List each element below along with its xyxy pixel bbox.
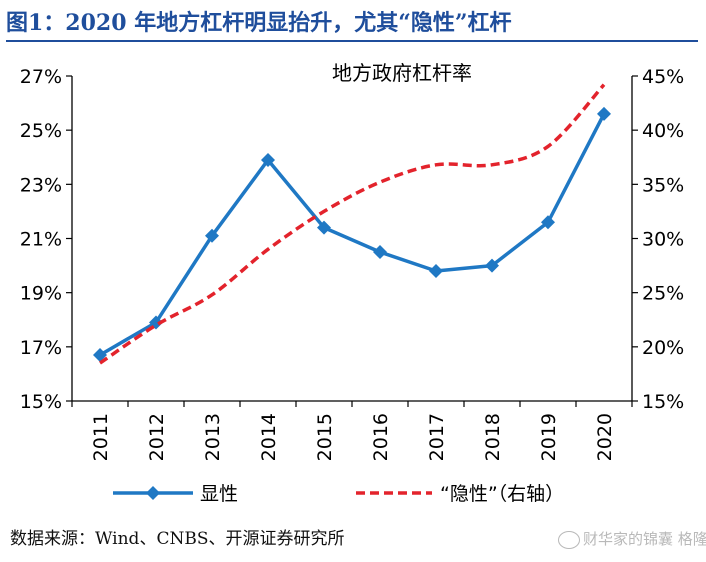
right-tick-label: 20%	[642, 337, 684, 359]
data-point-diamond	[429, 264, 443, 278]
right-tick-label: 45%	[642, 66, 684, 88]
line-chart: 地方政府杠杆率 15% 17% 19% 21% 23% 25% 27% 15% 20% 25% 30…	[20, 61, 684, 505]
left-tick-label: 15%	[20, 391, 62, 413]
data-point-diamond	[485, 258, 499, 273]
right-tick-label: 40%	[642, 120, 684, 142]
data-point-diamond	[597, 106, 611, 121]
x-tick-label: 2011	[90, 413, 112, 461]
legend-label-hidden: “隐性”（右轴）	[440, 483, 564, 505]
watermark-text: 财华家的锦囊 格隆汇	[583, 530, 706, 548]
right-tick-label: 25%	[642, 283, 684, 305]
data-point-diamond	[261, 152, 275, 167]
data-point-diamond	[205, 228, 219, 243]
x-tick-label: 2015	[314, 413, 336, 461]
left-tick-label: 19%	[20, 283, 62, 305]
x-tick-label: 2012	[146, 413, 168, 461]
x-tick-label: 2013	[202, 413, 224, 461]
left-tick-label: 27%	[20, 66, 62, 88]
axes: 15% 17% 19% 21% 23% 25% 27% 15% 20% 25% 30% 35% 40% 4…	[20, 66, 684, 461]
left-tick-label: 21%	[20, 229, 62, 251]
watermark: 财华家的锦囊 格隆汇	[558, 522, 706, 556]
source-note: 数据来源：Wind、CNBS、开源证券研究所	[10, 529, 345, 549]
wechat-icon	[558, 530, 580, 549]
series-layer	[93, 83, 611, 365]
x-tick-label: 2020	[594, 413, 616, 461]
x-tick-label: 2014	[258, 413, 280, 461]
right-tick-label: 30%	[642, 229, 684, 251]
left-tick-label: 17%	[20, 337, 62, 359]
x-tick-label: 2016	[370, 413, 392, 461]
left-tick-label: 25%	[20, 120, 62, 142]
x-tick-label: 2019	[538, 413, 560, 461]
left-tick-label: 23%	[20, 174, 62, 196]
x-tick-label: 2017	[426, 413, 448, 461]
legend-marker-diamond	[146, 486, 160, 500]
data-point-diamond	[373, 245, 387, 260]
chart-title: 地方政府杠杆率	[332, 61, 472, 85]
figure-title: 图1：2020 年地方杠杆明显抬升，尤其“隐性”杠杆	[6, 4, 698, 42]
right-tick-label: 35%	[642, 174, 684, 196]
series-line-explicit	[99, 113, 606, 357]
data-point-diamond	[541, 215, 555, 230]
series-line-hidden	[99, 83, 606, 365]
data-point-diamond	[317, 220, 331, 235]
right-tick-label: 15%	[642, 391, 684, 413]
chart-container: 地方政府杠杆率 15% 17% 19% 21% 23% 25% 27% 15% 20% 25% 30…	[0, 46, 706, 516]
legend: 显性 “隐性”（右轴）	[113, 483, 564, 505]
data-point-diamond	[93, 347, 107, 362]
x-tick-label: 2018	[482, 413, 504, 461]
legend-label-explicit: 显性	[200, 483, 238, 505]
